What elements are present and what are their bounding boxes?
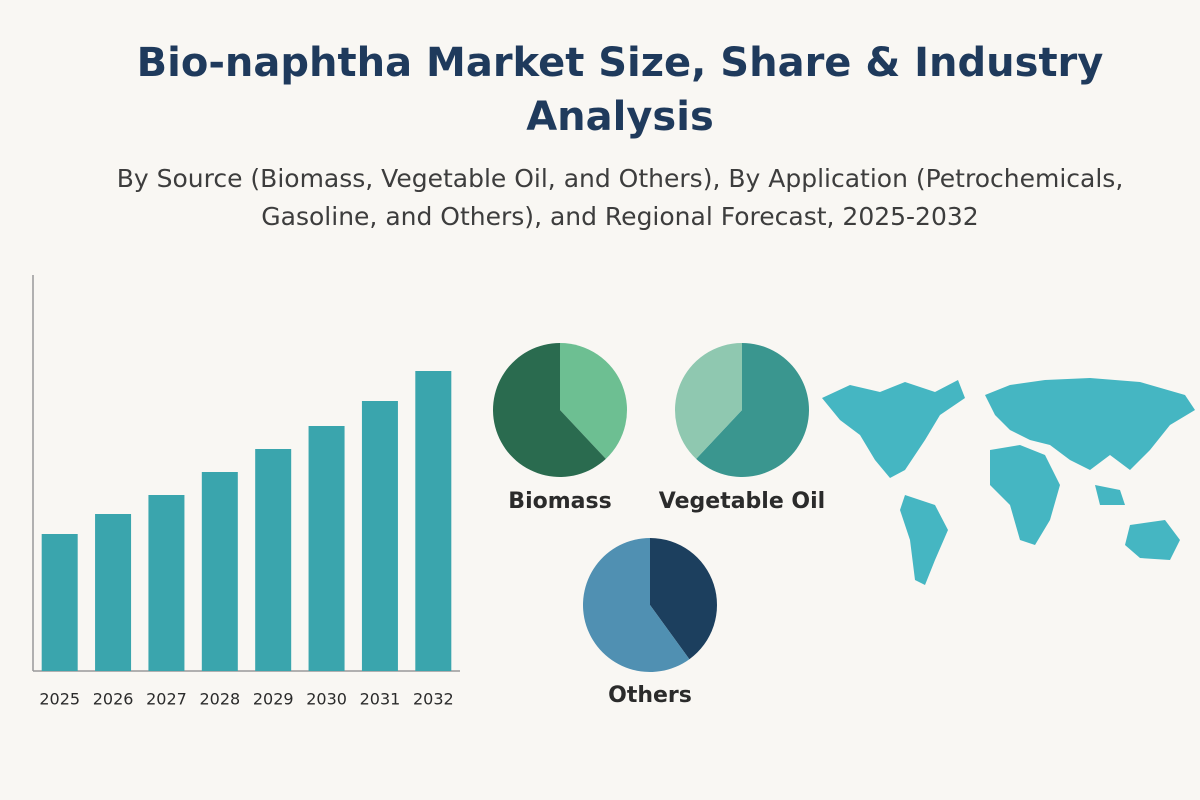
bar [308,426,345,671]
x-tick-label: 2028 [199,690,240,709]
bar [95,514,132,671]
title: Bio-naphtha Market Size, Share & Industr… [136,40,1104,140]
world-map [822,378,1195,585]
bar [148,495,185,671]
bar [41,534,78,671]
pie-label: Others [608,683,692,708]
x-tick-label: 2026 [93,690,134,709]
bar [361,401,398,671]
x-tick-label: 2031 [360,690,401,709]
pie-slice [493,343,606,478]
x-tick-label: 2029 [253,690,294,709]
pie-slice [696,343,809,478]
bar [415,371,452,671]
pie-slice [675,343,742,459]
x-tick-label: 2025 [39,690,80,709]
pie-label: Biomass [508,489,611,514]
x-tick-label: 2032 [413,690,454,709]
x-tick-label: 2030 [306,690,347,709]
subtitle: By Source (Biomass, Vegetable Oil, and O… [116,164,1124,231]
pie-label: Vegetable Oil [659,489,825,514]
bar [201,472,238,671]
pie-slice [560,343,627,459]
x-tick-label: 2027 [146,690,187,709]
pie-slice [582,538,690,673]
bar [255,449,292,671]
pie-slice [650,538,717,660]
